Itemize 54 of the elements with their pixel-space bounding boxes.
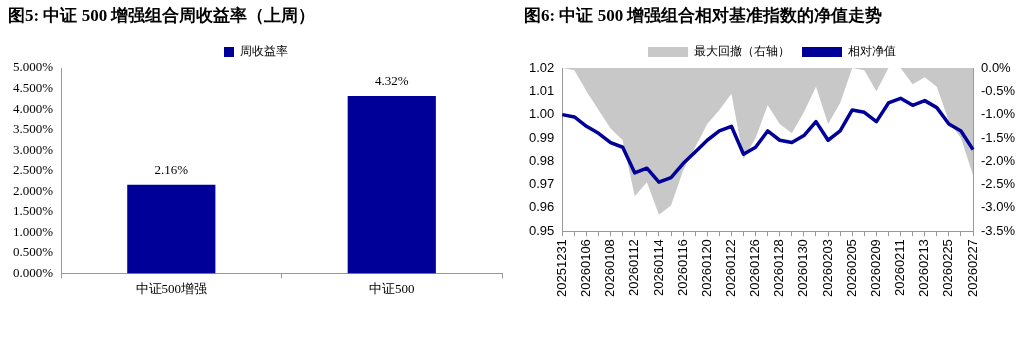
- y-tick-label: 0.95: [528, 222, 555, 238]
- y2-tick-label: -1.5%: [981, 129, 1016, 145]
- y-tick-label: 0.97: [528, 176, 555, 192]
- x-tick-label: 中证500: [369, 280, 415, 296]
- y-tick-label: 2.000%: [12, 182, 54, 198]
- data-label: 2.16%: [154, 161, 189, 177]
- y-tick-label: 0.500%: [12, 244, 54, 260]
- y2-tick-label: -3.0%: [981, 199, 1016, 215]
- y2-tick-label: -3.5%: [981, 222, 1016, 238]
- y-tick-label: 4.000%: [12, 100, 54, 116]
- x-tick-label: 20260211: [892, 239, 908, 297]
- y2-tick-label: -0.5%: [981, 82, 1016, 98]
- y-tick-label: 1.000%: [12, 223, 54, 239]
- y-tick-label: 0.99: [528, 129, 555, 145]
- y-tick-label: 1.00: [528, 106, 555, 122]
- x-tick-label: 20260209: [867, 239, 883, 297]
- legend-label: 最大回撤（右轴）: [694, 44, 790, 59]
- y-tick-label: 0.000%: [12, 264, 54, 280]
- x-tick-label: 20260130: [795, 239, 811, 297]
- x-tick-label: 20260126: [747, 239, 763, 297]
- y-tick-label: 1.01: [528, 82, 555, 98]
- y-tick-label: 3.000%: [12, 141, 54, 157]
- y-tick-label: 0.98: [528, 152, 555, 168]
- y2-tick-label: -2.5%: [981, 176, 1016, 192]
- x-tick-label: 20260205: [843, 239, 859, 297]
- y2-tick-label: -1.0%: [981, 106, 1016, 122]
- chart-title: 图6: 中证 500 增强组合相对基准指数的净值走势: [524, 5, 883, 27]
- x-tick-label: 20260120: [698, 239, 714, 297]
- y-tick-label: 5.000%: [12, 59, 54, 75]
- x-tick-label: 20260203: [819, 239, 835, 297]
- x-tick-label: 20260116: [674, 239, 690, 297]
- y-tick-label: 1.02: [528, 59, 555, 75]
- chart-title: 图5: 中证 500 增强组合周收益率（上周）: [8, 5, 316, 27]
- x-tick-label: 20260114: [650, 239, 666, 297]
- legend-label: 相对净值: [848, 44, 896, 59]
- y-tick-label: 3.500%: [12, 121, 54, 137]
- x-tick-label: 中证500增强: [135, 280, 208, 296]
- x-tick-label: 20260225: [940, 239, 956, 297]
- legend-label: 周收益率: [240, 44, 288, 59]
- x-tick-label: 20260106: [578, 239, 594, 297]
- y2-tick-label: 0.0%: [981, 59, 1012, 75]
- y-tick-label: 1.500%: [12, 203, 54, 219]
- x-tick-label: 20260227: [964, 239, 980, 297]
- x-tick-label: 20260112: [626, 239, 642, 297]
- x-tick-label: 20260213: [916, 239, 932, 297]
- y2-tick-label: -2.0%: [981, 152, 1016, 168]
- y-tick-label: 4.500%: [12, 79, 54, 95]
- data-label: 4.32%: [374, 72, 409, 88]
- y-tick-label: 2.500%: [12, 162, 54, 178]
- x-tick-label: 20260122: [723, 239, 739, 297]
- x-tick-label: 20260108: [602, 239, 618, 297]
- x-tick-label: 20260128: [771, 239, 787, 297]
- y-tick-label: 0.96: [528, 199, 555, 215]
- x-tick-label: 20251231: [553, 239, 569, 297]
